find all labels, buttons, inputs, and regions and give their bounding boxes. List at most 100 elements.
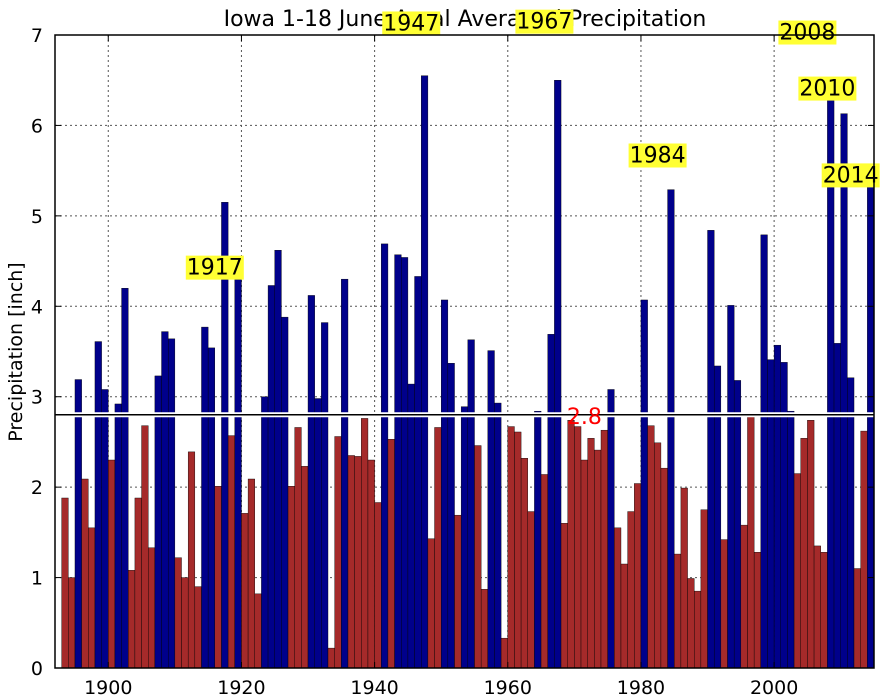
bar <box>740 524 748 669</box>
bar <box>88 527 96 669</box>
bar <box>660 467 668 669</box>
annotation: 1967 <box>515 9 574 35</box>
bar <box>94 341 102 669</box>
bar <box>381 243 389 669</box>
bar <box>480 589 489 669</box>
bar <box>334 436 342 669</box>
x-tick-label: 1980 <box>617 677 665 699</box>
threshold-label: 2.8 <box>567 405 602 430</box>
bar <box>560 523 568 669</box>
bar <box>301 466 309 669</box>
bar <box>574 426 582 669</box>
bar <box>154 375 162 669</box>
bar <box>567 420 575 669</box>
bar <box>440 299 449 669</box>
bar <box>620 563 628 669</box>
annotation-label: 1947 <box>383 11 439 36</box>
bar <box>434 427 442 669</box>
bar <box>527 511 535 669</box>
bar <box>674 553 682 669</box>
bar <box>460 406 469 669</box>
annotation-highlight <box>382 11 441 36</box>
bar <box>467 339 475 669</box>
bar <box>853 568 861 669</box>
bar <box>61 497 69 669</box>
bar <box>134 497 142 669</box>
bar <box>820 552 828 669</box>
bar <box>227 435 235 669</box>
bar <box>813 545 821 669</box>
bar <box>194 586 202 669</box>
bar <box>607 389 615 669</box>
bar <box>627 511 635 669</box>
bar <box>647 425 655 669</box>
y-tick-label: 5 <box>31 206 43 228</box>
bar <box>580 459 588 669</box>
bar <box>494 402 502 669</box>
bar <box>680 487 688 669</box>
bar <box>793 473 801 669</box>
bar <box>787 410 795 669</box>
plot-frame <box>54 34 875 669</box>
bar <box>367 459 375 669</box>
bar <box>294 427 302 669</box>
bar <box>540 474 548 669</box>
bar <box>281 316 289 669</box>
bar <box>254 593 262 669</box>
bar <box>694 590 702 669</box>
bar <box>780 362 788 669</box>
bar <box>713 365 722 669</box>
bar <box>773 344 781 669</box>
bar <box>234 276 242 669</box>
bar <box>767 359 775 669</box>
bar <box>101 389 109 669</box>
bar <box>427 538 435 669</box>
y-axis-ticks: 0 1 2 3 4 5 6 7 <box>31 25 874 680</box>
bar <box>167 338 176 669</box>
bar <box>347 455 355 669</box>
annotation-highlight <box>778 20 837 45</box>
annotation: 2008 <box>778 20 837 46</box>
bar <box>148 547 156 669</box>
bar <box>128 570 136 669</box>
bar <box>760 234 768 669</box>
bar <box>753 552 762 669</box>
x-axis-ticks: 1900 1920 1940 1960 1980 2000 <box>84 35 798 699</box>
bar <box>201 326 209 669</box>
bar <box>534 410 542 669</box>
year-annotations: 1917 1947 1967 1984 2008 2010 2014 <box>185 9 880 281</box>
bar <box>307 295 315 669</box>
y-tick-label: 0 <box>31 658 43 680</box>
bar <box>520 458 528 669</box>
annotation-label: 2010 <box>799 77 855 102</box>
annotation-label: 1967 <box>516 10 572 35</box>
bar <box>547 334 555 669</box>
bar <box>807 420 815 669</box>
bar <box>720 539 728 669</box>
y-tick-label: 2 <box>31 477 43 499</box>
bar <box>68 577 76 669</box>
annotation-highlight <box>185 255 244 280</box>
annotation: 1917 <box>185 255 244 281</box>
bar <box>860 430 868 669</box>
bar <box>401 257 409 669</box>
bar <box>247 478 255 669</box>
bar <box>321 322 329 669</box>
bar <box>387 439 395 669</box>
bar <box>707 230 715 669</box>
bar <box>207 347 216 669</box>
bar <box>500 637 508 669</box>
bar-series <box>61 75 875 669</box>
bar <box>687 578 695 669</box>
bar <box>600 429 608 669</box>
bar <box>354 456 362 669</box>
y-axis-label: Precipitation [inch] <box>5 262 27 441</box>
bar <box>640 299 648 669</box>
bar <box>394 254 402 669</box>
y-tick-label: 4 <box>31 296 43 318</box>
bar <box>314 398 322 669</box>
x-tick-label: 2000 <box>750 677 798 699</box>
x-tick-label: 1900 <box>84 677 132 699</box>
bar <box>614 527 622 669</box>
annotation-label: 2008 <box>779 21 835 46</box>
